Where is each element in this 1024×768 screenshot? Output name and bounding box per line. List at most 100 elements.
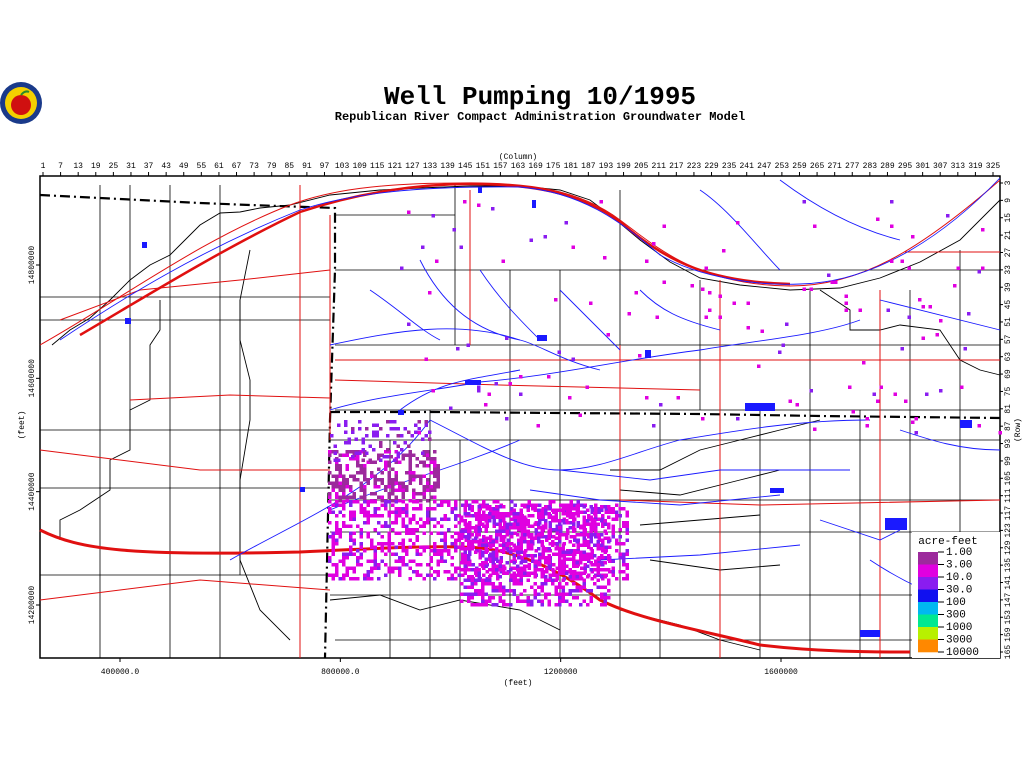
column-tick-label: 229 [704,162,719,171]
column-tick-label: 217 [669,162,684,171]
column-tick-label: 241 [740,162,755,171]
column-tick-label: 55 [197,162,207,171]
column-tick-label: 91 [302,162,312,171]
column-tick-label: 199 [616,162,631,171]
legend-label: 30.0 [946,584,972,596]
x-tick-label: 400000.0 [101,668,140,677]
column-tick-label: 325 [986,162,1001,171]
column-tick-label: 283 [863,162,878,171]
column-tick-label: 145 [458,162,473,171]
column-tick-label: 223 [687,162,702,171]
column-tick-label: 187 [581,162,596,171]
row-tick-label: 87 [1004,421,1013,431]
legend-swatch [918,639,938,653]
row-tick-label: 69 [1004,369,1013,379]
column-tick-label: 103 [335,162,350,171]
legend-label: 10000 [946,647,979,659]
column-tick-label: 271 [827,162,842,171]
column-tick-label: 121 [388,162,403,171]
legend-label: 3.00 [946,559,972,571]
column-tick-label: 307 [933,162,948,171]
row-tick-label: 129 [1004,540,1013,555]
row-tick-label: 63 [1004,352,1013,362]
legend-swatch [918,614,938,628]
row-tick-label: 15 [1004,213,1013,223]
row-tick-label: 117 [1004,506,1013,521]
column-tick-label: 61 [214,162,224,171]
column-tick-label: 247 [757,162,772,171]
column-tick-label: 253 [775,162,790,171]
legend-swatch [918,564,938,578]
y-label: (feet) [18,411,27,440]
column-tick-label: 193 [599,162,614,171]
y-tick-label: 14400000 [28,472,37,511]
legend-label: 10.0 [946,572,972,584]
pumping-cells [328,200,1002,607]
legend-title: acre-feet [918,536,977,548]
column-tick-label: 301 [915,162,930,171]
column-tick-label: 37 [144,162,154,171]
column-tick-label: 79 [267,162,277,171]
legend-swatch [918,552,938,565]
column-tick-label: 67 [232,162,242,171]
column-tick-label: 49 [179,162,189,171]
row-tick-label: 27 [1004,247,1013,257]
row-tick-label: 57 [1004,334,1013,344]
row-tick-label: 75 [1004,386,1013,396]
column-tick-label: 85 [284,162,294,171]
row-tick-label: 153 [1004,610,1013,625]
column-tick-label: 139 [440,162,455,171]
row-tick-label: 51 [1004,317,1013,327]
column-tick-label: 277 [845,162,860,171]
column-tick-label: 133 [423,162,438,171]
row-tick-label: 45 [1004,300,1013,310]
legend-label: 1.00 [946,547,972,559]
legend-swatch [918,577,938,590]
title: Well Pumping 10/1995 [384,82,696,112]
row-label: (Row) [1014,418,1023,442]
legend-swatch [918,627,938,640]
y-tick-label: 14800000 [28,246,37,285]
x-label: (feet) [504,679,533,688]
column-tick-label: 25 [109,162,119,171]
map-frame [39,175,1001,659]
column-tick-label: 211 [652,162,667,171]
column-tick-label: 151 [476,162,491,171]
column-tick-label: 73 [249,162,259,171]
x-tick-label: 1600000 [764,668,798,677]
column-tick-label: 13 [73,162,83,171]
column-tick-label: 205 [634,162,649,171]
column-tick-label: 157 [493,162,508,171]
row-tick-label: 111 [1004,488,1013,503]
row-tick-label: 165 [1004,645,1013,660]
row-tick-label: 9 [1004,198,1013,203]
row-tick-label: 93 [1004,439,1013,449]
y-tick-label: 14200000 [28,586,37,625]
column-label: (Column) [499,153,537,162]
legend-swatch [918,589,938,603]
column-tick-label: 235 [722,162,737,171]
column-tick-label: 259 [792,162,807,171]
column-tick-label: 181 [564,162,579,171]
x-tick-label: 1200000 [544,668,578,677]
row-tick-label: 141 [1004,575,1013,590]
column-tick-label: 169 [528,162,543,171]
row-tick-label: 81 [1004,404,1013,414]
column-tick-label: 175 [546,162,561,171]
row-tick-label: 3 [1004,180,1013,185]
column-tick-label: 295 [898,162,913,171]
column-tick-label: 127 [405,162,420,171]
legend-label: 1000 [946,622,972,634]
column-tick-label: 97 [320,162,330,171]
column-tick-label: 115 [370,162,385,171]
row-tick-label: 135 [1004,558,1013,573]
subtitle: Republican River Compact Administration … [335,110,745,124]
legend-label: 100 [946,597,966,609]
column-tick-label: 31 [126,162,136,171]
row-tick-label: 159 [1004,627,1013,642]
row-tick-label: 99 [1004,456,1013,466]
legend-label: 300 [946,609,966,621]
column-tick-label: 289 [880,162,895,171]
column-tick-label: 19 [91,162,101,171]
